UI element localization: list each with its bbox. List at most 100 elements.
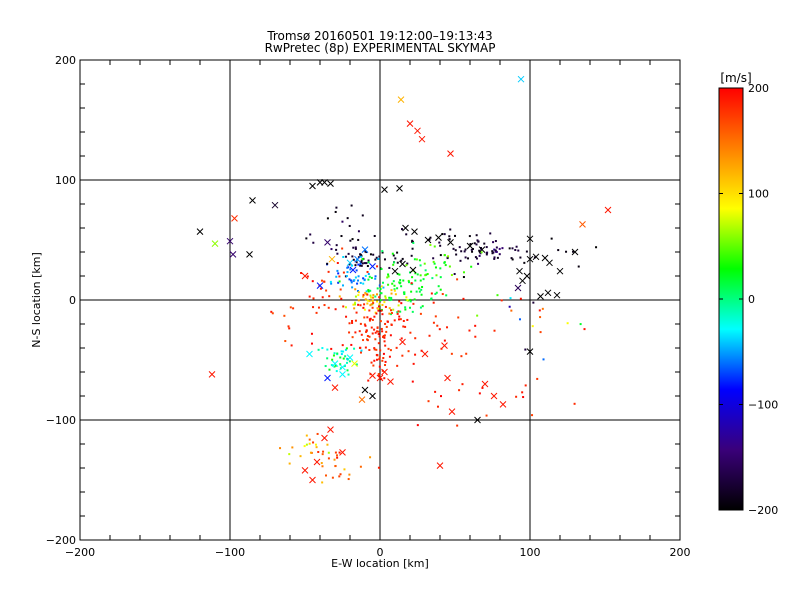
data-cross (351, 360, 358, 367)
data-dot (402, 279, 405, 282)
data-dot (443, 261, 446, 264)
data-dot (393, 288, 396, 291)
data-dot (376, 300, 379, 303)
data-dot (336, 454, 339, 457)
data-dot (418, 259, 421, 262)
data-dot (421, 285, 424, 288)
data-dot (342, 357, 345, 360)
data-dot (333, 352, 336, 355)
data-dot (411, 276, 414, 279)
data-dot (350, 281, 353, 284)
data-dot (342, 256, 345, 259)
data-cross (579, 221, 586, 228)
data-dot (511, 258, 514, 261)
data-dot (485, 253, 488, 256)
data-dot (321, 481, 324, 484)
data-dot (380, 285, 383, 288)
data-dot (483, 242, 486, 245)
data-dot (532, 301, 535, 304)
data-dot (371, 306, 374, 309)
data-dot (354, 246, 357, 249)
data-dot (376, 287, 379, 290)
data-dot (539, 331, 542, 334)
data-dot (381, 330, 384, 333)
data-dot (359, 262, 362, 265)
data-dot (352, 258, 355, 261)
data-dot (378, 356, 381, 359)
data-dot (354, 295, 357, 298)
data-dot (335, 206, 338, 209)
data-dot (388, 296, 391, 299)
data-dot (410, 254, 413, 257)
data-dot (414, 353, 417, 356)
data-dot (396, 251, 399, 254)
data-dot (470, 248, 473, 251)
data-dot (377, 305, 380, 308)
data-dot (305, 237, 308, 240)
data-cross (490, 392, 498, 400)
data-cross (448, 408, 456, 415)
data-dot (378, 365, 381, 368)
data-dot (391, 282, 394, 285)
data-dot (381, 303, 384, 306)
data-dot (376, 265, 379, 268)
data-dot (360, 349, 363, 352)
data-dot (541, 307, 544, 310)
data-dot (365, 330, 368, 333)
data-dot (390, 292, 393, 295)
data-cross (409, 266, 417, 274)
data-dot (341, 284, 344, 287)
data-cross (514, 284, 522, 292)
data-dot (372, 364, 375, 367)
data-dot (345, 275, 348, 278)
data-dot (341, 344, 344, 347)
data-cross (435, 234, 442, 241)
data-dot (326, 348, 329, 351)
data-cross (313, 458, 321, 466)
data-dot (495, 246, 498, 249)
data-dot (447, 255, 450, 258)
data-dot (372, 296, 375, 299)
data-dot (355, 311, 358, 314)
data-cross (399, 338, 406, 346)
data-dot (345, 315, 348, 318)
data-dot (348, 360, 351, 363)
data-cross (526, 348, 534, 355)
data-dot (360, 261, 363, 264)
data-dot (342, 305, 345, 308)
data-dot (357, 299, 360, 302)
data-dot (394, 293, 397, 296)
data-cross (556, 267, 564, 275)
data-dot (349, 239, 352, 242)
data-dot (404, 325, 407, 328)
data-dot (367, 272, 370, 275)
x-tick-label: −100 (215, 546, 245, 559)
data-dot (413, 258, 416, 261)
data-dot (390, 298, 393, 301)
data-dot (352, 246, 355, 249)
data-dot (429, 244, 432, 247)
data-dot (291, 446, 294, 449)
data-dot (492, 241, 495, 244)
data-dot (351, 319, 354, 322)
data-dot (432, 301, 435, 304)
data-cross (301, 467, 309, 474)
data-dot (372, 253, 375, 256)
data-cross (301, 272, 309, 280)
data-dot (415, 258, 418, 261)
data-cross (444, 374, 451, 382)
data-dot (355, 363, 358, 366)
data-dot (419, 274, 422, 277)
data-dot (418, 290, 421, 293)
data-dot (331, 476, 334, 479)
chart-title: Tromsø 20160501 19:12:00–19:13:43 (266, 29, 492, 43)
data-dot (330, 248, 333, 251)
data-cross (474, 416, 481, 424)
data-dot (330, 347, 333, 350)
data-dot (317, 348, 320, 351)
data-dot (346, 266, 349, 269)
data-dot (412, 362, 415, 365)
data-dot (370, 296, 373, 299)
data-dot (475, 257, 478, 260)
data-dot (354, 319, 357, 322)
